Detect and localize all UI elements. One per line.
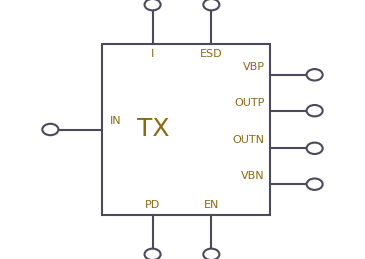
- Bar: [102, 44, 270, 215]
- Text: PD: PD: [145, 200, 160, 210]
- Circle shape: [307, 178, 323, 190]
- Text: ESD: ESD: [200, 49, 223, 59]
- Text: VBN: VBN: [241, 171, 265, 181]
- Text: OUTN: OUTN: [233, 135, 265, 145]
- Circle shape: [307, 105, 323, 116]
- Circle shape: [42, 124, 58, 135]
- Text: IN: IN: [110, 116, 121, 126]
- Text: EN: EN: [204, 200, 219, 210]
- Text: TX: TX: [137, 118, 170, 141]
- Circle shape: [145, 249, 161, 259]
- Text: OUTP: OUTP: [234, 98, 265, 107]
- Circle shape: [203, 0, 219, 10]
- Circle shape: [307, 69, 323, 81]
- Circle shape: [307, 143, 323, 154]
- Text: I: I: [151, 49, 154, 59]
- Circle shape: [203, 249, 219, 259]
- Text: VBP: VBP: [243, 62, 265, 72]
- Circle shape: [145, 0, 161, 10]
